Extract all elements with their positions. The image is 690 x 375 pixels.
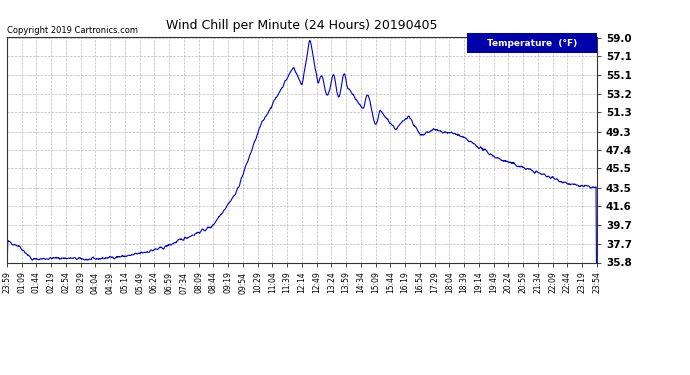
Title: Wind Chill per Minute (24 Hours) 20190405: Wind Chill per Minute (24 Hours) 2019040… [166,19,437,32]
Text: Copyright 2019 Cartronics.com: Copyright 2019 Cartronics.com [7,26,138,35]
